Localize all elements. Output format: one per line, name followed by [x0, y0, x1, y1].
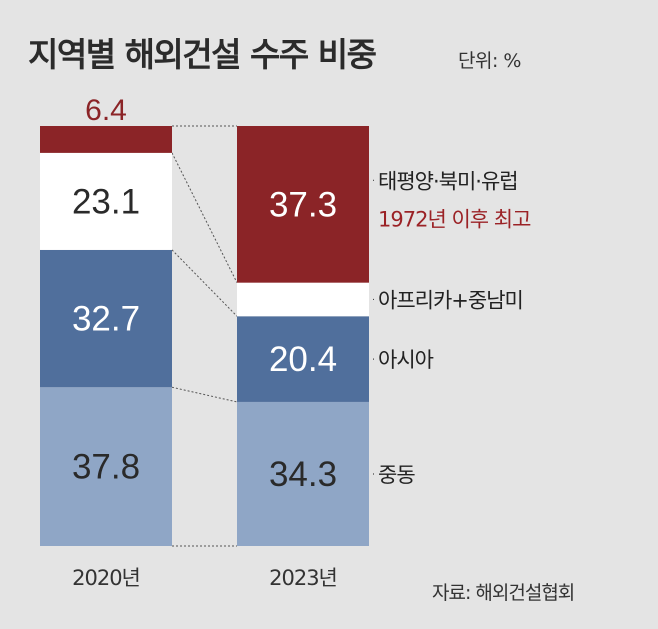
connector-아프리카-중남미: [171, 152, 238, 283]
bar-segment-아시아-2020년: [40, 249, 172, 388]
legend-label-아프리카-중남미: 아프리카+중남미: [378, 288, 523, 312]
bar-segment-아프리카-중남미-2020년: [40, 152, 172, 250]
data-label-태평양-북미-유럽-2020년: 6.4: [85, 94, 127, 127]
connector-중동: [171, 386, 238, 403]
bar-segment-아시아-2023년: [237, 316, 369, 402]
bar-segment-중동-2023년: [237, 401, 369, 546]
bar-segment-아프리카-중남미-2023년: [237, 282, 369, 317]
category-label-2023년: 2023년: [269, 566, 337, 590]
chart-title: 지역별 해외건설 수주 비중: [28, 35, 377, 74]
legend-label-아시아: 아시아: [378, 348, 434, 372]
data-label-중동-2020년: 37.8: [72, 448, 140, 487]
legend-label-중동: 중동: [378, 463, 415, 487]
annotation-record-high: 1972년 이후 최고: [378, 207, 531, 231]
data-label-아시아-2020년: 32.7: [72, 300, 140, 339]
bar-segment-중동-2020년: [40, 387, 172, 546]
bar-segment-태평양-북미-유럽-2020년: [40, 126, 172, 153]
unit-label: 단위: %: [458, 50, 521, 72]
connector-아시아: [171, 249, 238, 317]
data-label-아시아-2023년: 20.4: [269, 340, 337, 379]
legend-label-태평양-북미-유럽: 태평양·북미·유럽: [378, 169, 518, 193]
data-label-중동-2023년: 34.3: [269, 455, 337, 494]
bar-segment-태평양-북미-유럽-2023년: [237, 126, 369, 283]
category-label-2020년: 2020년: [72, 566, 140, 590]
source-note: 자료: 해외건설협회: [432, 582, 575, 604]
data-label-아프리카-중남미-2020년: 23.1: [72, 182, 140, 221]
data-label-태평양-북미-유럽-2023년: 37.3: [269, 185, 337, 224]
